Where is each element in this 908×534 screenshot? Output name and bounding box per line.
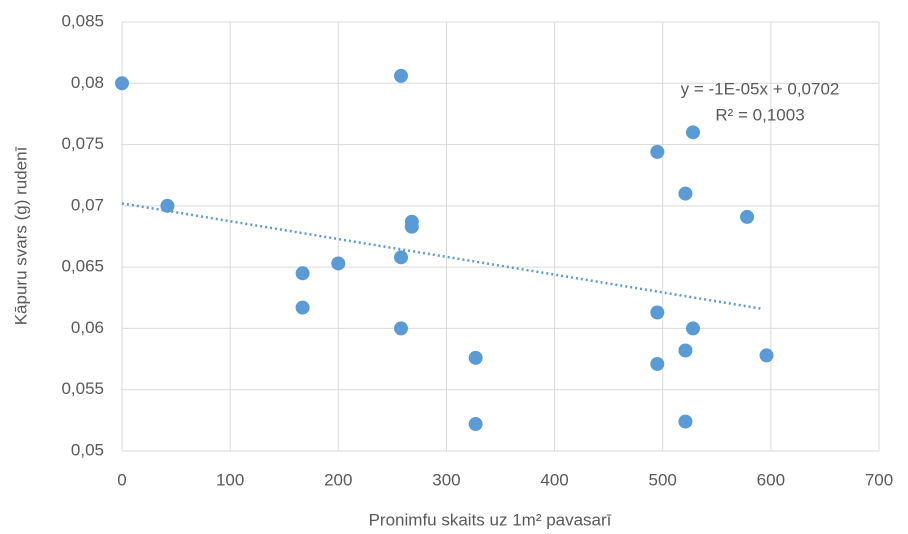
y-tick-label: 0,085	[61, 11, 104, 30]
data-point	[331, 256, 346, 271]
data-point	[650, 356, 665, 371]
data-point	[678, 186, 693, 201]
data-point	[394, 250, 409, 265]
y-tick-label: 0,065	[61, 257, 104, 276]
data-point	[295, 266, 310, 281]
y-tick-label: 0,055	[61, 379, 104, 398]
data-point	[394, 321, 409, 336]
x-tick-label: 700	[865, 470, 893, 489]
data-point	[685, 321, 700, 336]
x-tick-label: 500	[649, 470, 677, 489]
data-point	[678, 343, 693, 358]
data-point	[740, 209, 755, 224]
x-tick-label: 100	[216, 470, 244, 489]
data-point	[678, 414, 693, 429]
data-point	[759, 348, 774, 363]
y-tick-label: 0,05	[71, 440, 104, 459]
x-axis-title: Pronimfu skaits uz 1m² pavasarī	[369, 510, 612, 529]
x-tick-label: 0	[117, 470, 126, 489]
y-tick-label: 0,075	[61, 134, 104, 153]
data-point	[468, 417, 483, 432]
x-tick-label: 200	[324, 470, 352, 489]
x-tick-label: 400	[540, 470, 568, 489]
data-point	[115, 76, 129, 91]
x-tick-label: 300	[432, 470, 460, 489]
trendline-equation: y = -1E-05x + 0,0702	[681, 79, 840, 98]
data-point	[295, 300, 310, 315]
data-point	[650, 305, 665, 320]
trendline	[121, 202, 763, 311]
y-tick-label: 0,07	[71, 195, 104, 214]
data-point	[404, 219, 419, 234]
y-tick-label: 0,08	[71, 73, 104, 92]
data-point	[394, 68, 409, 83]
x-tick-label: 600	[757, 470, 785, 489]
y-axis-title: Kāpuru svars (g) rudenī	[11, 146, 30, 325]
data-point	[468, 350, 483, 365]
trendline-equation: R² = 0,1003	[715, 105, 804, 124]
data-point	[685, 125, 700, 140]
data-point	[650, 144, 665, 159]
y-tick-label: 0,06	[71, 318, 104, 337]
data-point	[160, 198, 175, 213]
